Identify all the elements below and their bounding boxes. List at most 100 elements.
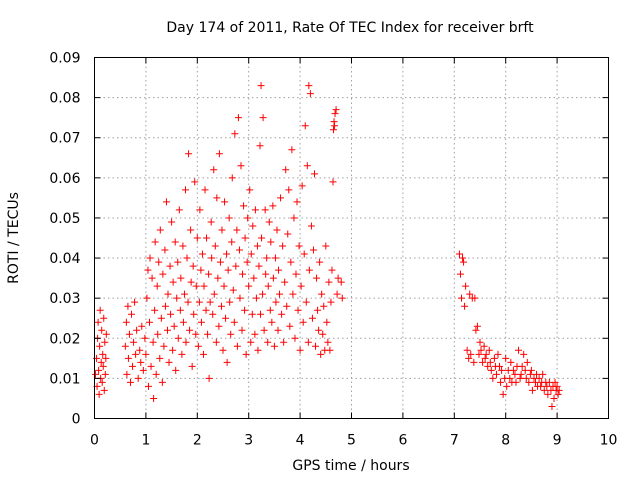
- data-point: [205, 270, 213, 278]
- x-tick-label: 0: [90, 433, 99, 449]
- data-point: [315, 326, 323, 334]
- data-point: [152, 370, 160, 378]
- data-point: [550, 394, 558, 402]
- data-point: [264, 338, 272, 346]
- x-tick-label: 7: [450, 433, 459, 449]
- data-point: [179, 318, 187, 326]
- data-point: [165, 358, 173, 366]
- data-point: [325, 278, 333, 286]
- data-point: [124, 302, 132, 310]
- data-point: [332, 106, 340, 114]
- data-point: [218, 226, 226, 234]
- data-point: [224, 266, 232, 274]
- data-point: [267, 238, 275, 246]
- x-axis-label: GPS time / hours: [292, 458, 409, 474]
- data-point: [251, 206, 259, 214]
- data-point: [144, 266, 152, 274]
- data-point: [98, 378, 106, 386]
- x-tick-label: 10: [600, 433, 618, 449]
- data-point: [183, 254, 191, 262]
- data-point: [540, 386, 548, 394]
- data-point: [102, 354, 110, 362]
- data-point: [337, 278, 345, 286]
- data-point: [198, 250, 206, 258]
- data-point: [222, 314, 230, 322]
- data-point: [167, 310, 175, 318]
- data-point: [212, 338, 220, 346]
- data-point: [139, 366, 147, 374]
- data-point: [142, 350, 150, 358]
- data-point: [492, 370, 500, 378]
- data-point: [320, 302, 328, 310]
- data-point: [235, 246, 243, 254]
- x-tick-label: 6: [398, 433, 407, 449]
- data-point: [161, 246, 169, 254]
- data-point: [95, 390, 103, 398]
- data-point: [319, 330, 327, 338]
- data-point: [486, 358, 494, 366]
- data-point: [173, 294, 181, 302]
- data-point: [537, 382, 545, 390]
- y-tick-label: 0.07: [49, 131, 80, 147]
- data-point: [150, 394, 158, 402]
- data-point: [554, 390, 562, 398]
- data-point: [136, 346, 144, 354]
- data-point: [263, 254, 271, 262]
- data-point: [233, 226, 241, 234]
- data-point: [170, 322, 178, 330]
- data-point: [291, 334, 299, 342]
- data-point: [527, 366, 535, 374]
- data-point: [199, 350, 207, 358]
- data-point: [147, 362, 155, 370]
- data-point: [496, 362, 504, 370]
- data-point: [102, 330, 110, 338]
- data-point: [238, 326, 246, 334]
- data-point: [128, 310, 136, 318]
- data-point: [146, 254, 154, 262]
- data-point: [462, 282, 470, 290]
- data-point: [515, 346, 523, 354]
- data-point: [151, 306, 159, 314]
- data-point: [99, 362, 107, 370]
- data-point: [216, 258, 224, 266]
- data-point: [503, 382, 511, 390]
- y-axis-ticks: 0 0.01 0.02 0.03 0.04 0.05 0.06 0.07 0.08 0.09: [49, 51, 609, 428]
- data-point: [490, 354, 498, 362]
- data-point: [274, 326, 282, 334]
- y-tick-label: 0.01: [49, 371, 80, 387]
- data-point: [278, 310, 286, 318]
- data-point: [473, 322, 481, 330]
- data-point: [502, 354, 510, 362]
- data-point: [266, 306, 274, 314]
- data-point: [237, 162, 245, 170]
- data-point: [200, 282, 208, 290]
- data-point: [92, 370, 100, 378]
- data-point: [260, 326, 268, 334]
- x-tick-label: 4: [296, 433, 305, 449]
- data-point: [460, 258, 468, 266]
- data-point: [477, 346, 485, 354]
- data-point: [226, 298, 234, 306]
- data-point: [262, 270, 270, 278]
- data-point: [535, 374, 543, 382]
- data-point: [298, 182, 306, 190]
- data-point: [481, 354, 489, 362]
- data-point: [122, 318, 130, 326]
- data-point: [154, 330, 162, 338]
- data-point: [191, 178, 199, 186]
- data-point: [255, 262, 263, 270]
- data-point: [257, 310, 265, 318]
- data-point: [543, 382, 551, 390]
- data-point: [333, 290, 341, 298]
- data-point: [188, 362, 196, 370]
- data-points: [92, 82, 563, 410]
- data-point: [518, 362, 526, 370]
- data-point: [259, 114, 267, 122]
- data-point: [163, 326, 171, 334]
- data-point: [234, 114, 242, 122]
- data-point: [208, 254, 216, 262]
- x-tick-label: 8: [501, 433, 510, 449]
- data-point: [187, 226, 195, 234]
- data-point: [130, 338, 138, 346]
- data-point: [195, 298, 203, 306]
